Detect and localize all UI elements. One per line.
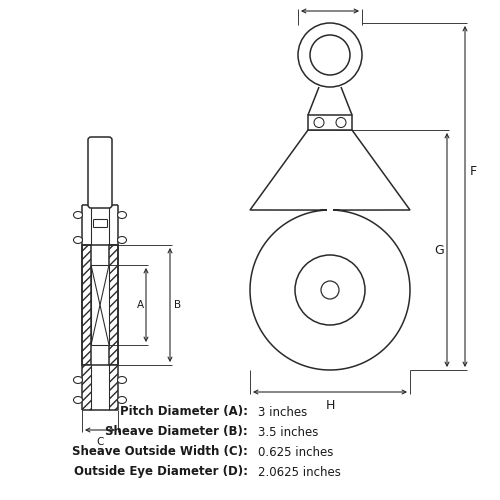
Text: A: A [137, 300, 144, 310]
Text: 2.0625 inches: 2.0625 inches [258, 466, 341, 478]
Text: Pitch Diameter (A):: Pitch Diameter (A): [120, 406, 248, 418]
FancyBboxPatch shape [88, 137, 112, 208]
Circle shape [310, 35, 350, 75]
Ellipse shape [74, 236, 82, 244]
Text: 3 inches: 3 inches [258, 406, 307, 418]
Text: 3.5 inches: 3.5 inches [258, 426, 318, 438]
Ellipse shape [118, 212, 126, 218]
Polygon shape [250, 130, 410, 370]
Ellipse shape [74, 212, 82, 218]
Text: G: G [434, 244, 444, 256]
Bar [82, 365, 91, 410]
Circle shape [295, 255, 365, 325]
Text: C: C [96, 437, 103, 447]
Ellipse shape [74, 376, 82, 384]
Text: Sheave Diameter (B):: Sheave Diameter (B): [105, 426, 248, 438]
Bar [308, 115, 352, 130]
Text: F: F [470, 165, 477, 178]
Ellipse shape [118, 396, 126, 404]
Ellipse shape [74, 396, 82, 404]
Ellipse shape [118, 376, 126, 384]
Ellipse shape [118, 236, 126, 244]
Text: H: H [326, 399, 334, 412]
Circle shape [336, 118, 346, 128]
Circle shape [314, 118, 324, 128]
Text: Sheave Outside Width (C):: Sheave Outside Width (C): [72, 446, 248, 458]
Bar [82, 245, 91, 365]
Bar [109, 365, 118, 410]
Text: 0.625 inches: 0.625 inches [258, 446, 334, 458]
Circle shape [321, 281, 339, 299]
Bar [91, 265, 109, 345]
Text: Outside Eye Diameter (D):: Outside Eye Diameter (D): [74, 466, 248, 478]
Text: B: B [174, 300, 181, 310]
Circle shape [298, 23, 362, 87]
Bar [109, 245, 118, 365]
